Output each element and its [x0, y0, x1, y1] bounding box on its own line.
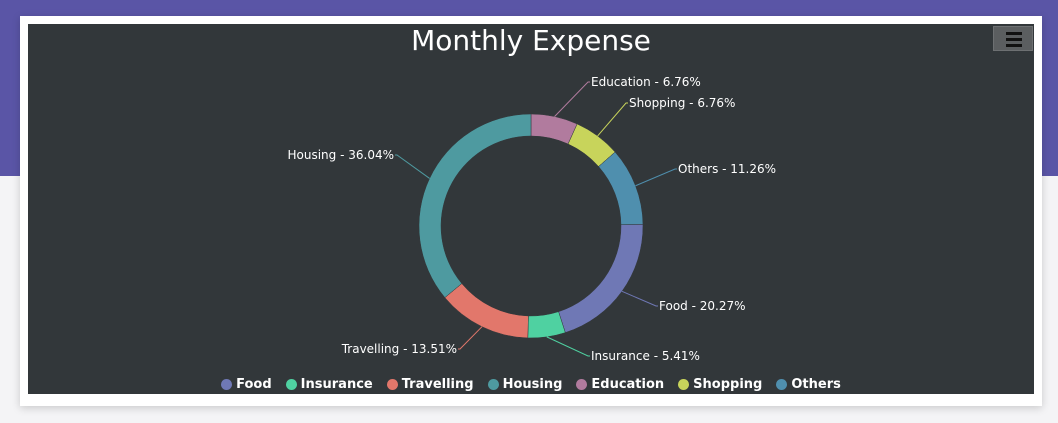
legend-item-travelling[interactable]: Travelling	[386, 376, 474, 392]
legend-item-others[interactable]: Others	[776, 377, 841, 392]
slice-label-education: Education - 6.76%	[591, 75, 701, 89]
legend-item-insurance[interactable]: Insurance	[285, 376, 373, 392]
doughnut-chart: Education - 6.76% Shopping - 6.76% Others …	[288, 75, 777, 363]
slice-label-housing: Housing - 36.04%	[288, 148, 395, 162]
legend-marker-icon	[221, 378, 233, 390]
connector-others	[635, 168, 677, 187]
slice-label-shopping: Shopping - 6.76%	[629, 96, 735, 110]
hamburger-menu-icon-bar	[1006, 44, 1022, 47]
legend-marker-icon	[776, 378, 788, 390]
slice-others[interactable]	[598, 151, 644, 225]
legend-item-shopping[interactable]: Shopping	[678, 377, 762, 392]
chart-menu-button[interactable]	[993, 26, 1033, 51]
legend-item-education[interactable]: Education	[576, 377, 664, 392]
connector-housing	[395, 154, 430, 179]
connector-education	[554, 81, 590, 117]
chart-legend: Food Insurance Travelling Housing Education S…	[28, 374, 1034, 394]
connector-travelling	[458, 326, 483, 350]
legend-marker-icon	[386, 378, 398, 390]
slice-insurance[interactable]	[527, 311, 566, 339]
slice-food[interactable]	[558, 224, 644, 333]
legend-label: Others	[791, 376, 841, 392]
legend-label: Travelling	[401, 376, 474, 392]
slice-label-insurance: Insurance - 5.41%	[591, 349, 700, 363]
legend-label: Education	[591, 376, 665, 392]
slice-housing[interactable]	[418, 113, 532, 298]
legend-label: Shopping	[693, 376, 763, 392]
slice-label-travelling: Travelling - 13.51%	[341, 342, 457, 356]
chart-title: Monthly Expense	[411, 24, 651, 57]
legend-marker-icon	[487, 378, 499, 390]
legend-marker-icon	[678, 378, 690, 390]
hamburger-menu-icon	[1006, 32, 1022, 35]
connector-shopping	[597, 102, 628, 137]
legend-item-food[interactable]: Food	[221, 377, 272, 392]
slice-travelling[interactable]	[444, 283, 529, 339]
chart-card: Education - 6.76% Shopping - 6.76% Others …	[20, 16, 1042, 406]
connector-insurance	[546, 336, 590, 357]
legend-label: Housing	[502, 376, 563, 392]
legend-label: Food	[236, 376, 272, 392]
legend-marker-icon	[576, 378, 588, 390]
hamburger-menu-icon-bar	[1006, 38, 1022, 41]
legend-item-housing[interactable]: Housing	[487, 376, 563, 392]
legend-label: Insurance	[300, 376, 373, 392]
slice-label-food: Food - 20.27%	[659, 299, 746, 313]
slice-label-others: Others - 11.26%	[678, 162, 776, 176]
connector-food	[621, 290, 658, 307]
legend-marker-icon	[285, 378, 297, 390]
chart-panel: Education - 6.76% Shopping - 6.76% Others …	[28, 24, 1034, 394]
